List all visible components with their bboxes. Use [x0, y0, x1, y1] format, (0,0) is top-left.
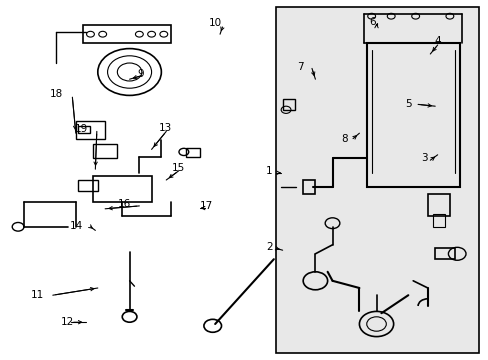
- Bar: [432, 214, 444, 227]
- Bar: [78, 180, 98, 191]
- Bar: [83, 25, 171, 43]
- Bar: [185, 148, 200, 157]
- Text: 13: 13: [159, 123, 172, 133]
- Text: 15: 15: [172, 163, 185, 174]
- Text: 10: 10: [208, 18, 221, 28]
- Text: 3: 3: [420, 153, 427, 163]
- Bar: [434, 248, 454, 259]
- Text: 17: 17: [199, 201, 212, 211]
- Text: 7: 7: [297, 62, 304, 72]
- Text: 4: 4: [433, 36, 440, 46]
- Bar: [93, 144, 117, 158]
- Bar: [78, 126, 90, 133]
- Text: 16: 16: [118, 199, 131, 210]
- Text: 18: 18: [49, 89, 62, 99]
- Text: 5: 5: [404, 99, 411, 109]
- Text: 6: 6: [368, 17, 375, 27]
- Text: 11: 11: [31, 290, 44, 300]
- Text: 9: 9: [137, 69, 143, 79]
- Bar: [303, 180, 315, 194]
- Text: 1: 1: [265, 166, 272, 176]
- Bar: [76, 121, 105, 139]
- Text: 8: 8: [341, 134, 347, 144]
- Bar: [282, 99, 294, 110]
- Text: 12: 12: [61, 317, 74, 327]
- Text: 14: 14: [70, 221, 83, 231]
- Text: 2: 2: [265, 242, 272, 252]
- Bar: [427, 194, 449, 216]
- Bar: [93, 176, 151, 202]
- Bar: [276, 7, 478, 353]
- Bar: [366, 43, 459, 187]
- Text: 19: 19: [75, 124, 88, 134]
